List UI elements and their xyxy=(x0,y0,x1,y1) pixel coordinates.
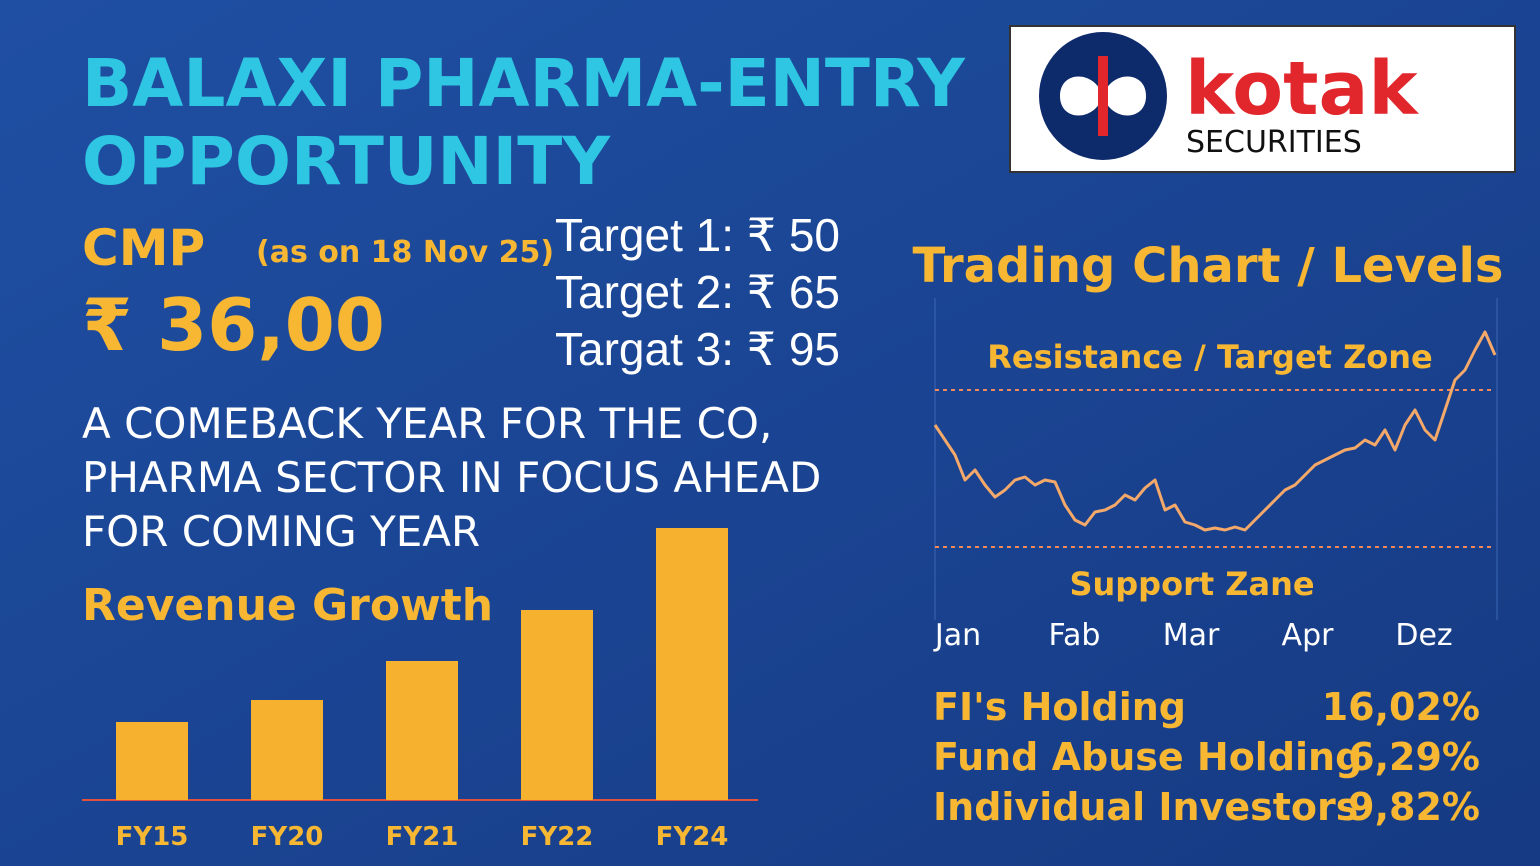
x-tick-label: FY24 xyxy=(656,822,729,852)
holding-label: FI's Holding xyxy=(933,685,1186,729)
title: OPPORTUNITY xyxy=(82,123,611,200)
level-label: Support Zane xyxy=(1069,565,1314,603)
headline: A COMEBACK YEAR FOR THE CO, PHARMA SECTOR… xyxy=(82,399,821,556)
logo-sub: SECURITIES xyxy=(1186,125,1362,160)
holdings: FI's Holding 16,02% Fund Abuse Holding6,29… xyxy=(933,685,1480,829)
x-tick-label: FY15 xyxy=(116,822,189,852)
holding-label: Fund Abuse Holding xyxy=(933,735,1362,779)
bar xyxy=(251,700,323,800)
cmp-date: (as on 18 Nov 25) xyxy=(256,235,554,270)
logo-brand: kotak xyxy=(1185,46,1419,132)
holding-label: Individual Investors xyxy=(933,785,1358,829)
x-tick-label: Fab xyxy=(1049,618,1101,653)
headline-line: PHARMA SECTOR IN FOCUS AHEAD xyxy=(82,453,821,502)
price-line xyxy=(933,330,1497,532)
x-tick-label: FY21 xyxy=(386,822,459,852)
holding-value: 16,02% xyxy=(1322,685,1480,729)
headline-line: A COMEBACK YEAR FOR THE CO, xyxy=(82,399,772,448)
x-tick-label: Dez xyxy=(1395,618,1452,653)
x-tick-label: FY20 xyxy=(251,822,324,852)
x-tick-label: Jan xyxy=(933,618,981,653)
x-tick-label: FY22 xyxy=(521,822,594,852)
title: BALAXI PHARMA-ENTRY xyxy=(82,45,966,122)
chart-title: Revenue Growth xyxy=(82,580,493,631)
target: Target 2: ₹ 65 xyxy=(555,266,840,318)
bar xyxy=(521,610,593,800)
bar xyxy=(656,528,728,800)
level-label: Resistance / Target Zone xyxy=(987,338,1433,376)
x-tick-label: Apr xyxy=(1282,618,1335,653)
charts: Revenue Growth FY15 FY20 FY21 FY22 FY24 Tradin… xyxy=(82,238,1503,852)
x-tick-label: Mar xyxy=(1163,618,1220,653)
cmp-label: CMP xyxy=(82,219,205,277)
target: Targat 3: ₹ 95 xyxy=(555,323,840,375)
bar xyxy=(116,722,188,800)
chart-title: Trading Chart / Levels xyxy=(913,238,1504,294)
holding-value: 6,29% xyxy=(1348,735,1480,779)
holding-value: 9,82% xyxy=(1348,785,1480,829)
headline-line: FOR COMING YEAR xyxy=(82,507,480,556)
target: Target 1: ₹ 50 xyxy=(555,209,840,261)
cmp-value: ₹ 36,00 xyxy=(82,283,385,367)
logo-mark xyxy=(1098,56,1108,136)
bar xyxy=(386,661,458,800)
